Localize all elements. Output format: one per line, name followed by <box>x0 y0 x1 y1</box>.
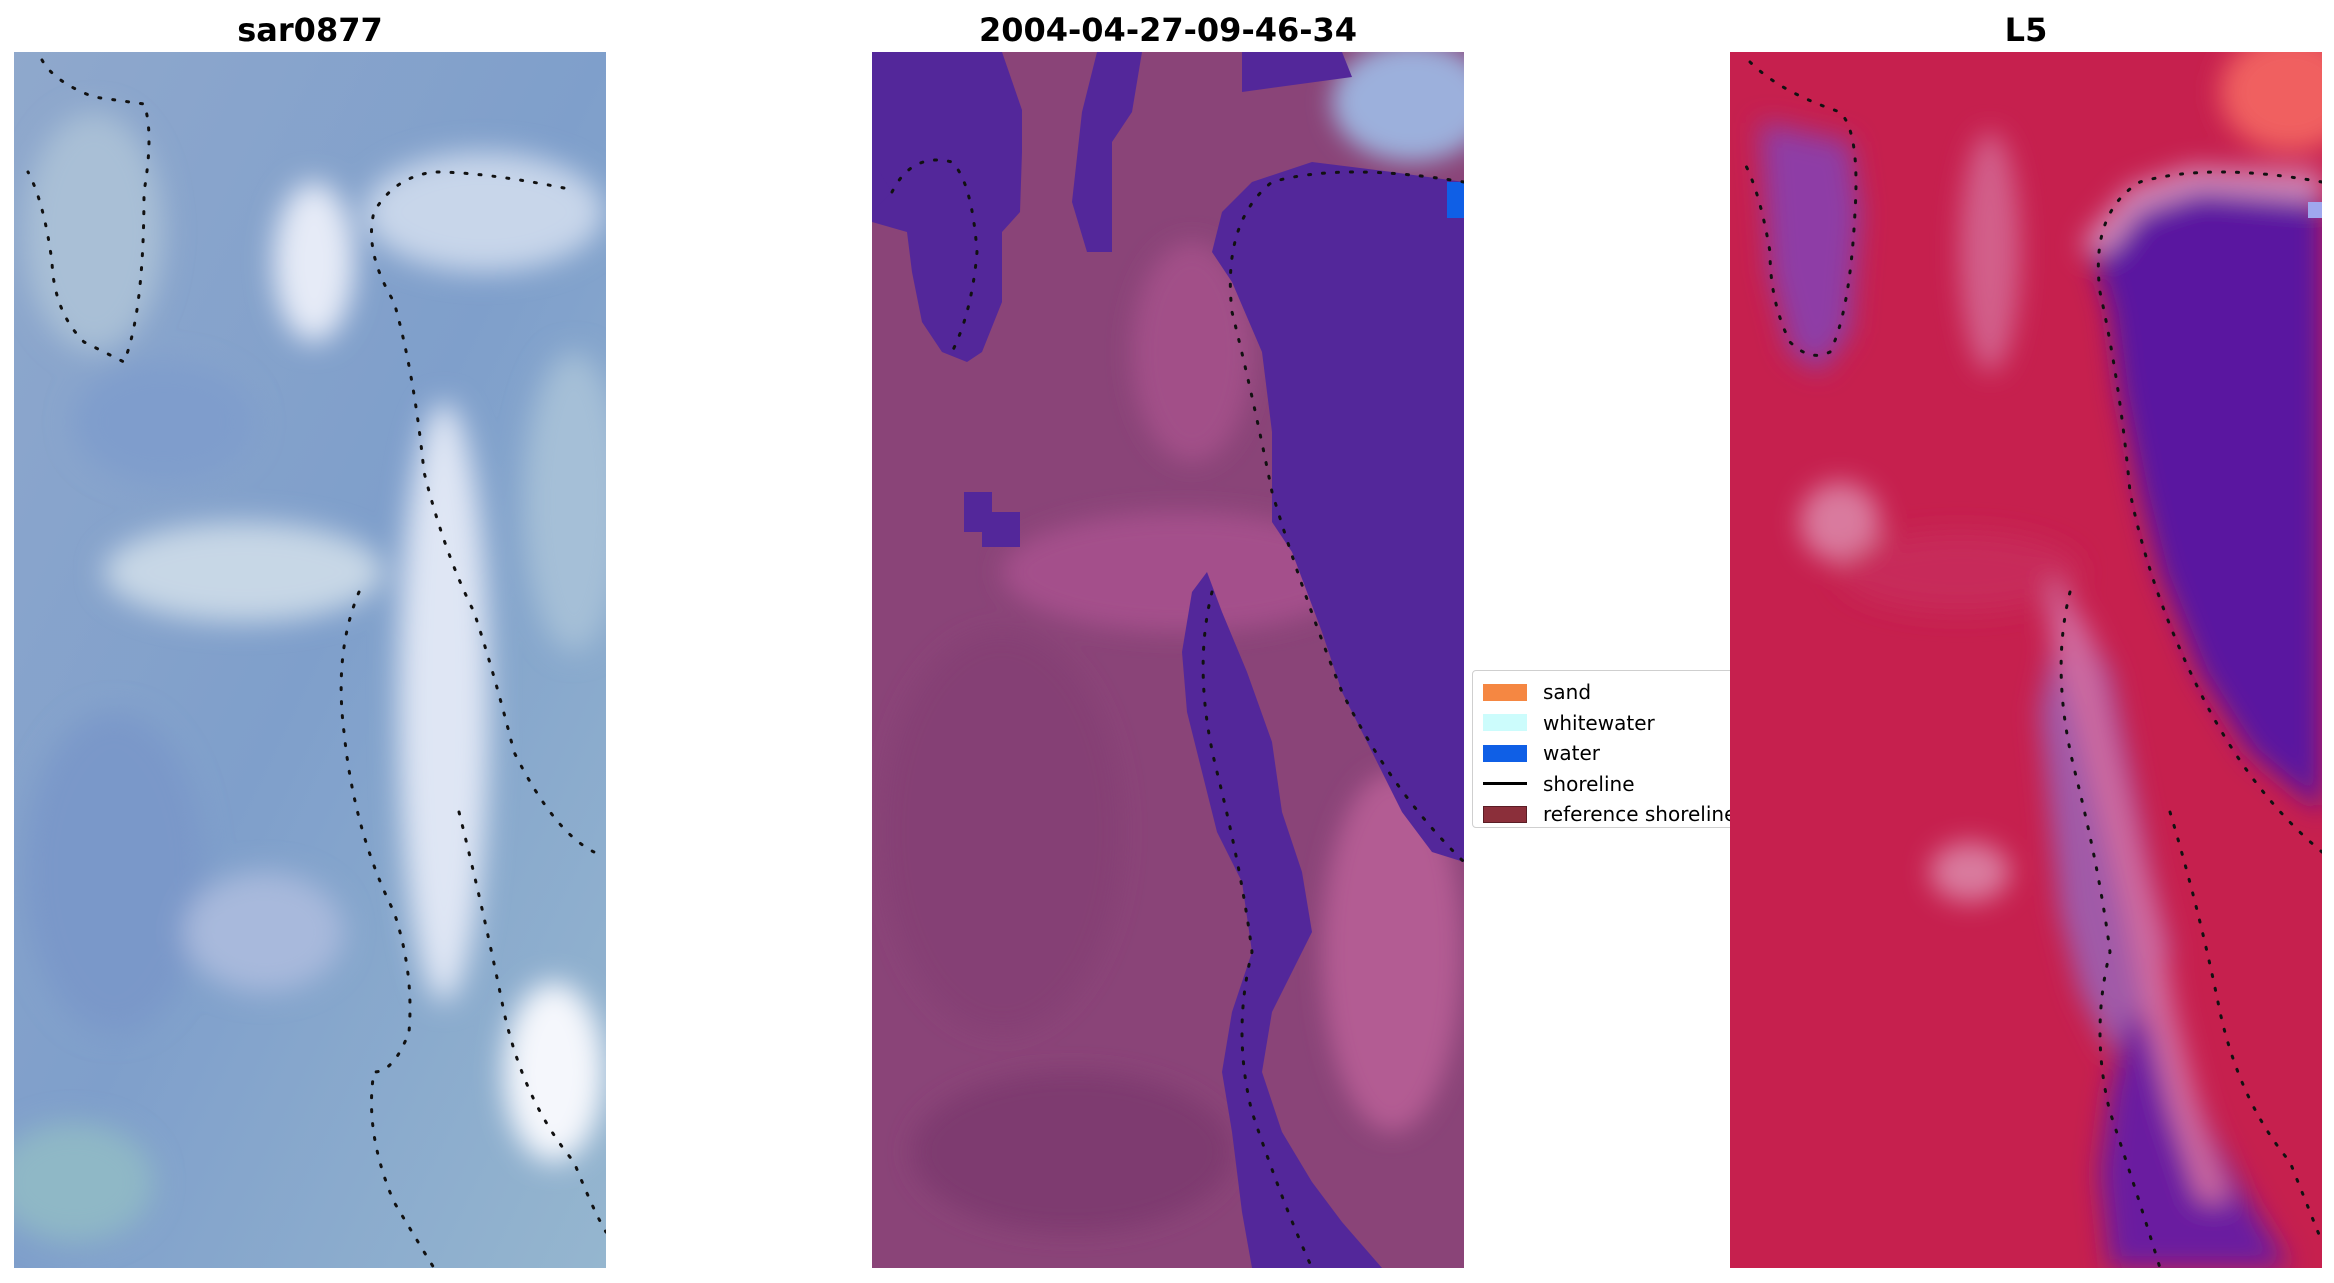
legend-item-sand: sand <box>1483 677 1723 708</box>
legend-item-whitewater: whitewater <box>1483 708 1723 739</box>
l5-image-panel <box>1730 52 2322 1268</box>
legend-label: water <box>1543 741 1600 766</box>
water-swatch <box>1483 744 1527 762</box>
l5-image <box>1730 52 2322 1268</box>
sand-swatch <box>1483 683 1527 701</box>
legend-label: reference shoreline <box>1543 802 1734 827</box>
legend-item-reference-shoreline: reference shoreline <box>1483 799 1733 827</box>
sar-image-panel <box>14 52 606 1268</box>
legend-label: shoreline <box>1543 771 1635 796</box>
legend-item-water: water <box>1483 738 1723 769</box>
panel-title-date: 2004-04-27-09-46-34 <box>978 11 1358 49</box>
legend-label: whitewater <box>1543 710 1655 735</box>
panel-title-sar: sar0877 <box>237 11 383 49</box>
shoreline-line-swatch <box>1483 782 1527 786</box>
sar-image <box>14 52 606 1268</box>
legend-item-shoreline: shoreline <box>1483 769 1723 800</box>
classified-image <box>872 52 1464 1268</box>
legend-label: sand <box>1543 680 1592 705</box>
whitewater-swatch <box>1483 714 1527 732</box>
panel-title-l5: L5 <box>2004 11 2048 49</box>
classified-image-panel <box>872 52 1464 1268</box>
legend: sand whitewater water shoreline referenc… <box>1472 670 1734 828</box>
reference-shoreline-swatch <box>1483 805 1527 823</box>
